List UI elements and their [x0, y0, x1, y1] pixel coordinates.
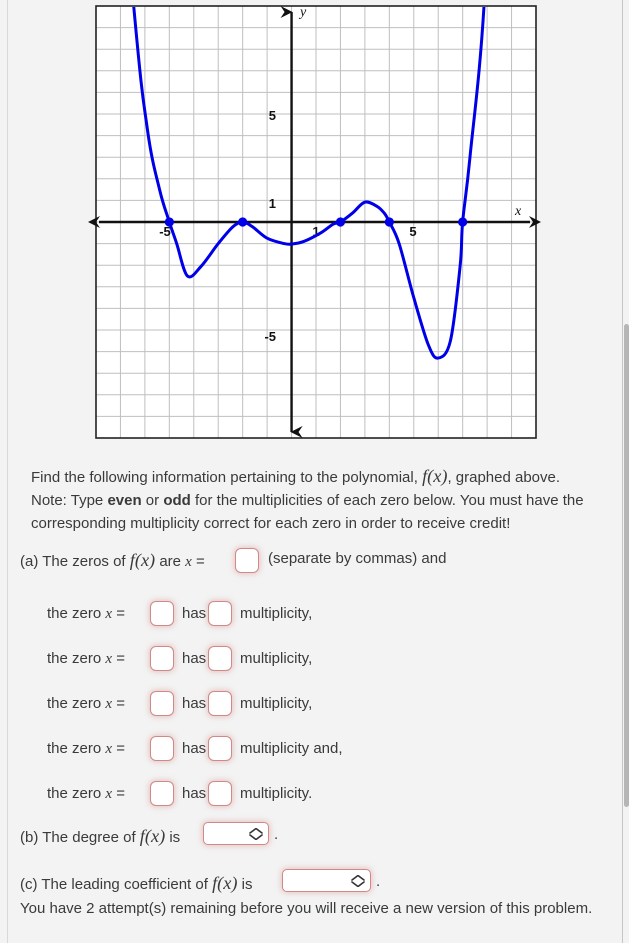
svg-text:5: 5	[409, 224, 416, 239]
svg-text:x: x	[514, 204, 522, 219]
svg-text:5: 5	[269, 108, 276, 123]
svg-text:y: y	[298, 5, 307, 20]
svg-text:1: 1	[269, 196, 276, 211]
svg-text:-5: -5	[264, 329, 276, 344]
